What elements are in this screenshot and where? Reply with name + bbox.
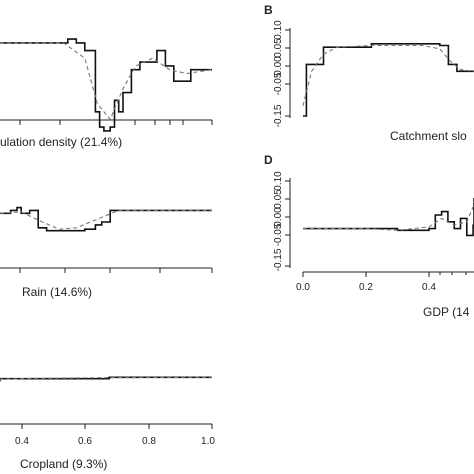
series-line [0, 209, 212, 230]
x-axis-title: Catchment slo [390, 129, 467, 143]
x-axis-title: ulation density (21.4%) [0, 135, 122, 149]
panel-population-density: ulation density (21.4%) [0, 38, 213, 149]
x-tick-label: 0.4 [15, 436, 29, 447]
y-tick-label: 0.00 [273, 207, 284, 227]
x-tick-label: 1.0 [201, 436, 215, 447]
series-line [302, 44, 474, 106]
x-tick-labels: 0.4 0.6 0.8 1.0 [15, 436, 215, 447]
y-tick-label: 0.05 [273, 189, 284, 209]
x-ticks [19, 120, 213, 125]
x-tick-label: 0.6 [78, 436, 92, 447]
panel-catchment-slope: B 0.10 0.05 0.00 -0.05 -0.15 Catchment s… [264, 3, 474, 143]
series-line [0, 206, 212, 232]
series-line [0, 376, 212, 382]
x-ticks [19, 268, 213, 273]
series-line [0, 42, 213, 121]
y-ticks [285, 180, 290, 267]
x-tick-label: 0.4 [422, 282, 436, 293]
panel-letter: B [264, 3, 273, 17]
panel-letter: D [264, 153, 273, 167]
x-axis-title: GDP (14 [423, 305, 470, 319]
series-line [303, 43, 474, 117]
y-tick-label: 0.10 [273, 20, 284, 40]
y-tick-label: -0.15 [273, 104, 284, 127]
series-line [303, 201, 474, 231]
x-tick-labels: 0.0 0.2 0.4 [296, 282, 436, 293]
y-tick-labels: 0.10 0.05 0.00 -0.05 -0.15 [273, 20, 284, 128]
x-ticks [302, 272, 467, 277]
y-tick-label: 0.10 [273, 171, 284, 191]
y-tick-label: 0.05 [273, 38, 284, 58]
panel-gdp: D 0.10 0.05 0.00 -0.05 -0.15 0.0 0.2 [264, 153, 474, 319]
x-tick-label: 0.0 [296, 282, 310, 293]
y-ticks [285, 29, 290, 117]
y-tick-label: 0.00 [273, 56, 284, 76]
x-ticks [21, 424, 213, 429]
y-tick-label: -0.05 [273, 72, 284, 95]
x-axis-title: Cropland (9.3%) [20, 457, 107, 471]
panel-cropland: 0.4 0.6 0.8 1.0 Cropland (9.3%) [0, 376, 215, 471]
panel-rain: Rain (14.6%) [0, 206, 213, 299]
y-tick-label: -0.05 [273, 223, 284, 246]
x-tick-label: 0.8 [142, 436, 156, 447]
x-tick-label: 0.2 [359, 282, 373, 293]
y-tick-labels: 0.10 0.05 0.00 -0.05 -0.15 [273, 171, 284, 272]
y-tick-label: -0.15 [273, 248, 284, 271]
x-axis-title: Rain (14.6%) [22, 285, 92, 299]
series-line [0, 38, 212, 132]
